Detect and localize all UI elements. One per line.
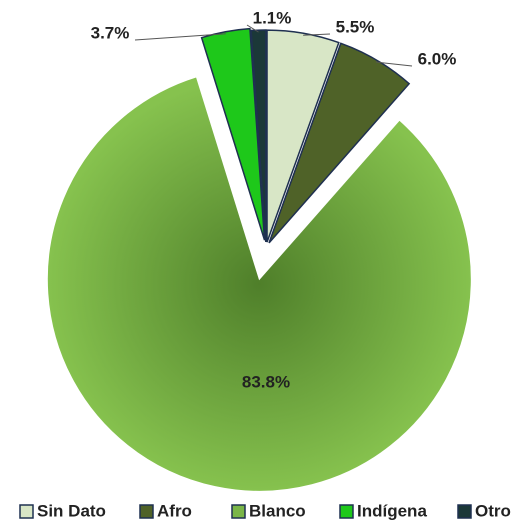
- leader-line: [375, 61, 413, 67]
- legend-label: Blanco: [249, 501, 306, 520]
- pie-slice: [46, 76, 472, 492]
- legend-swatch: [139, 504, 154, 519]
- data-label: 6.0%: [418, 49, 457, 68]
- data-label: 5.5%: [336, 17, 375, 36]
- leader-line: [246, 24, 259, 33]
- legend-label: Sin Dato: [37, 501, 106, 520]
- leader-line: [303, 33, 331, 36]
- legend-label: Indígena: [357, 501, 427, 520]
- legend-swatch: [231, 504, 246, 519]
- pie-slice: [250, 29, 267, 243]
- pie-slice: [200, 27, 266, 241]
- pie-slice: [268, 42, 411, 244]
- pie: [46, 27, 472, 492]
- legend-swatch: [339, 504, 354, 519]
- data-label: 83.8%: [242, 372, 290, 391]
- legend-label: Afro: [157, 501, 192, 520]
- legend-label: Otro: [475, 501, 511, 520]
- legend-swatch: [457, 504, 472, 519]
- legend: Sin Dato Afro Blanco Indígena Otro: [19, 501, 511, 520]
- data-label: 3.7%: [91, 23, 130, 42]
- data-label: 1.1%: [253, 8, 292, 27]
- pie-slice: [266, 29, 340, 243]
- leader-line: [134, 33, 226, 41]
- legend-swatch: [19, 504, 34, 519]
- data-labels: 5.5% 6.0% 83.8% 3.7% 1.1%: [91, 8, 457, 391]
